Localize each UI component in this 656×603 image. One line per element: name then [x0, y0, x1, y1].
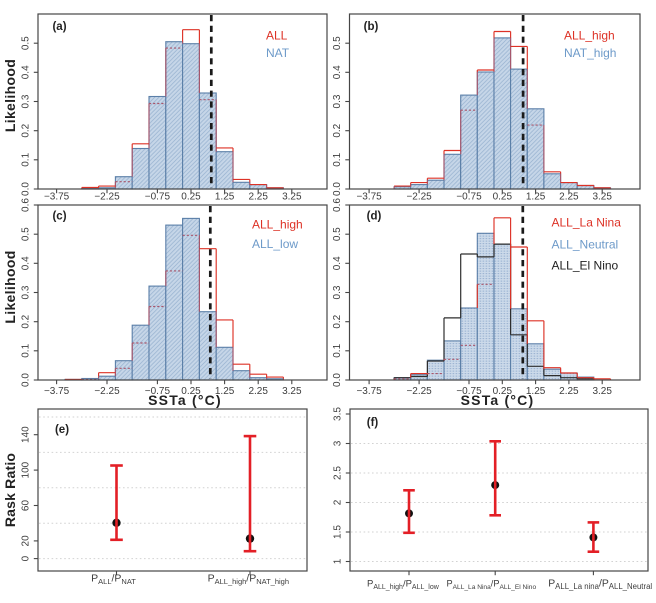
svg-text:2.5: 2.5 — [333, 466, 344, 480]
svg-text:3: 3 — [333, 440, 344, 446]
svg-text:0.4: 0.4 — [21, 256, 32, 270]
svg-text:ALL_high: ALL_high — [252, 218, 303, 232]
svg-text:1.25: 1.25 — [526, 386, 546, 397]
svg-text:−2.25: −2.25 — [406, 192, 432, 203]
svg-text:−3.75: −3.75 — [356, 386, 382, 397]
svg-text:ALL_Neutral: ALL_Neutral — [552, 238, 619, 252]
svg-text:0.2: 0.2 — [21, 123, 32, 137]
svg-text:−0.75: −0.75 — [456, 386, 482, 397]
svg-text:100: 100 — [21, 461, 32, 478]
svg-text:0.3: 0.3 — [332, 94, 343, 108]
svg-text:SSTa (°C): SSTa (°C) — [148, 392, 222, 408]
svg-text:ALL_low: ALL_low — [252, 237, 298, 251]
svg-text:0.2: 0.2 — [332, 314, 343, 328]
svg-text:0.1: 0.1 — [21, 343, 32, 357]
svg-text:140: 140 — [21, 426, 32, 443]
svg-text:0.5: 0.5 — [332, 36, 343, 50]
svg-text:0.5: 0.5 — [21, 227, 32, 241]
svg-text:NAT: NAT — [266, 46, 290, 60]
svg-text:−0.75: −0.75 — [145, 386, 171, 397]
svg-text:0.1: 0.1 — [332, 152, 343, 166]
svg-text:PALL_high/PNAT_high: PALL_high/PNAT_high — [208, 573, 289, 587]
svg-text:0.1: 0.1 — [21, 152, 32, 166]
svg-text:Rask Ratio: Rask Ratio — [2, 453, 18, 527]
svg-text:2: 2 — [333, 499, 344, 505]
svg-text:0.4: 0.4 — [21, 65, 32, 79]
svg-text:(f): (f) — [367, 417, 379, 429]
svg-text:1: 1 — [333, 558, 344, 564]
svg-text:60: 60 — [21, 500, 32, 512]
svg-text:0.3: 0.3 — [21, 94, 32, 108]
svg-text:ALL_La Nina: ALL_La Nina — [552, 216, 622, 230]
svg-text:0.0: 0.0 — [21, 182, 32, 196]
svg-text:0.5: 0.5 — [332, 227, 343, 241]
svg-text:−0.75: −0.75 — [145, 192, 171, 203]
svg-text:PALL_La Nina/PALL_El Nino: PALL_La Nina/PALL_El Nino — [446, 579, 536, 592]
svg-text:0: 0 — [21, 555, 32, 561]
svg-text:3.25: 3.25 — [592, 386, 612, 397]
svg-text:−2.25: −2.25 — [406, 386, 432, 397]
svg-text:0.0: 0.0 — [332, 182, 343, 196]
svg-text:0.6: 0.6 — [21, 198, 32, 212]
svg-text:−0.75: −0.75 — [456, 192, 482, 203]
svg-text:(c): (c) — [52, 211, 66, 223]
svg-text:1.25: 1.25 — [526, 192, 546, 203]
svg-text:2.25: 2.25 — [559, 192, 579, 203]
svg-text:Likelihood: Likelihood — [2, 59, 18, 132]
svg-text:(a): (a) — [52, 21, 66, 33]
svg-text:(e): (e) — [55, 424, 69, 436]
svg-text:0.2: 0.2 — [332, 123, 343, 137]
svg-text:0.25: 0.25 — [493, 192, 513, 203]
svg-text:PALL_La nina/PALL_Neutral: PALL_La nina/PALL_Neutral — [548, 579, 652, 592]
svg-text:0.1: 0.1 — [332, 343, 343, 357]
svg-text:0.25: 0.25 — [493, 386, 513, 397]
svg-text:2.25: 2.25 — [559, 386, 579, 397]
svg-text:0.4: 0.4 — [332, 256, 343, 270]
svg-text:0.0: 0.0 — [21, 373, 32, 387]
svg-text:1.5: 1.5 — [333, 525, 344, 539]
svg-text:−2.25: −2.25 — [94, 192, 120, 203]
svg-text:−3.75: −3.75 — [356, 192, 382, 203]
svg-text:0.3: 0.3 — [332, 285, 343, 299]
svg-text:0.25: 0.25 — [181, 192, 201, 203]
svg-text:0.4: 0.4 — [332, 65, 343, 79]
svg-text:0.6: 0.6 — [332, 198, 343, 212]
svg-text:0.25: 0.25 — [181, 386, 201, 397]
svg-text:(d): (d) — [367, 211, 382, 223]
svg-text:2.25: 2.25 — [248, 192, 268, 203]
svg-text:−3.75: −3.75 — [44, 386, 70, 397]
svg-text:PALL/PNAT: PALL/PNAT — [91, 573, 136, 587]
svg-text:ALL: ALL — [266, 29, 288, 43]
svg-text:ALL_El Nino: ALL_El Nino — [552, 259, 619, 273]
svg-text:(b): (b) — [364, 21, 379, 33]
svg-text:3.25: 3.25 — [592, 192, 612, 203]
svg-text:NAT_high: NAT_high — [564, 46, 616, 60]
svg-text:0.3: 0.3 — [21, 285, 32, 299]
svg-text:20: 20 — [21, 535, 32, 547]
svg-text:1.25: 1.25 — [215, 386, 235, 397]
svg-text:ALL_high: ALL_high — [564, 29, 615, 43]
svg-text:1.25: 1.25 — [215, 192, 235, 203]
svg-text:3.25: 3.25 — [282, 386, 302, 397]
svg-text:−3.75: −3.75 — [44, 192, 70, 203]
svg-text:SSTa (°C): SSTa (°C) — [461, 392, 535, 408]
svg-text:−2.25: −2.25 — [94, 386, 120, 397]
svg-text:0.5: 0.5 — [21, 36, 32, 50]
svg-text:PALL_high/PALL_low: PALL_high/PALL_low — [367, 579, 440, 592]
svg-text:2.25: 2.25 — [248, 386, 268, 397]
svg-text:Likelihood: Likelihood — [2, 250, 18, 323]
svg-text:3.25: 3.25 — [282, 192, 302, 203]
svg-text:0.2: 0.2 — [21, 314, 32, 328]
svg-text:0.0: 0.0 — [332, 373, 343, 387]
svg-text:3.5: 3.5 — [333, 407, 344, 421]
